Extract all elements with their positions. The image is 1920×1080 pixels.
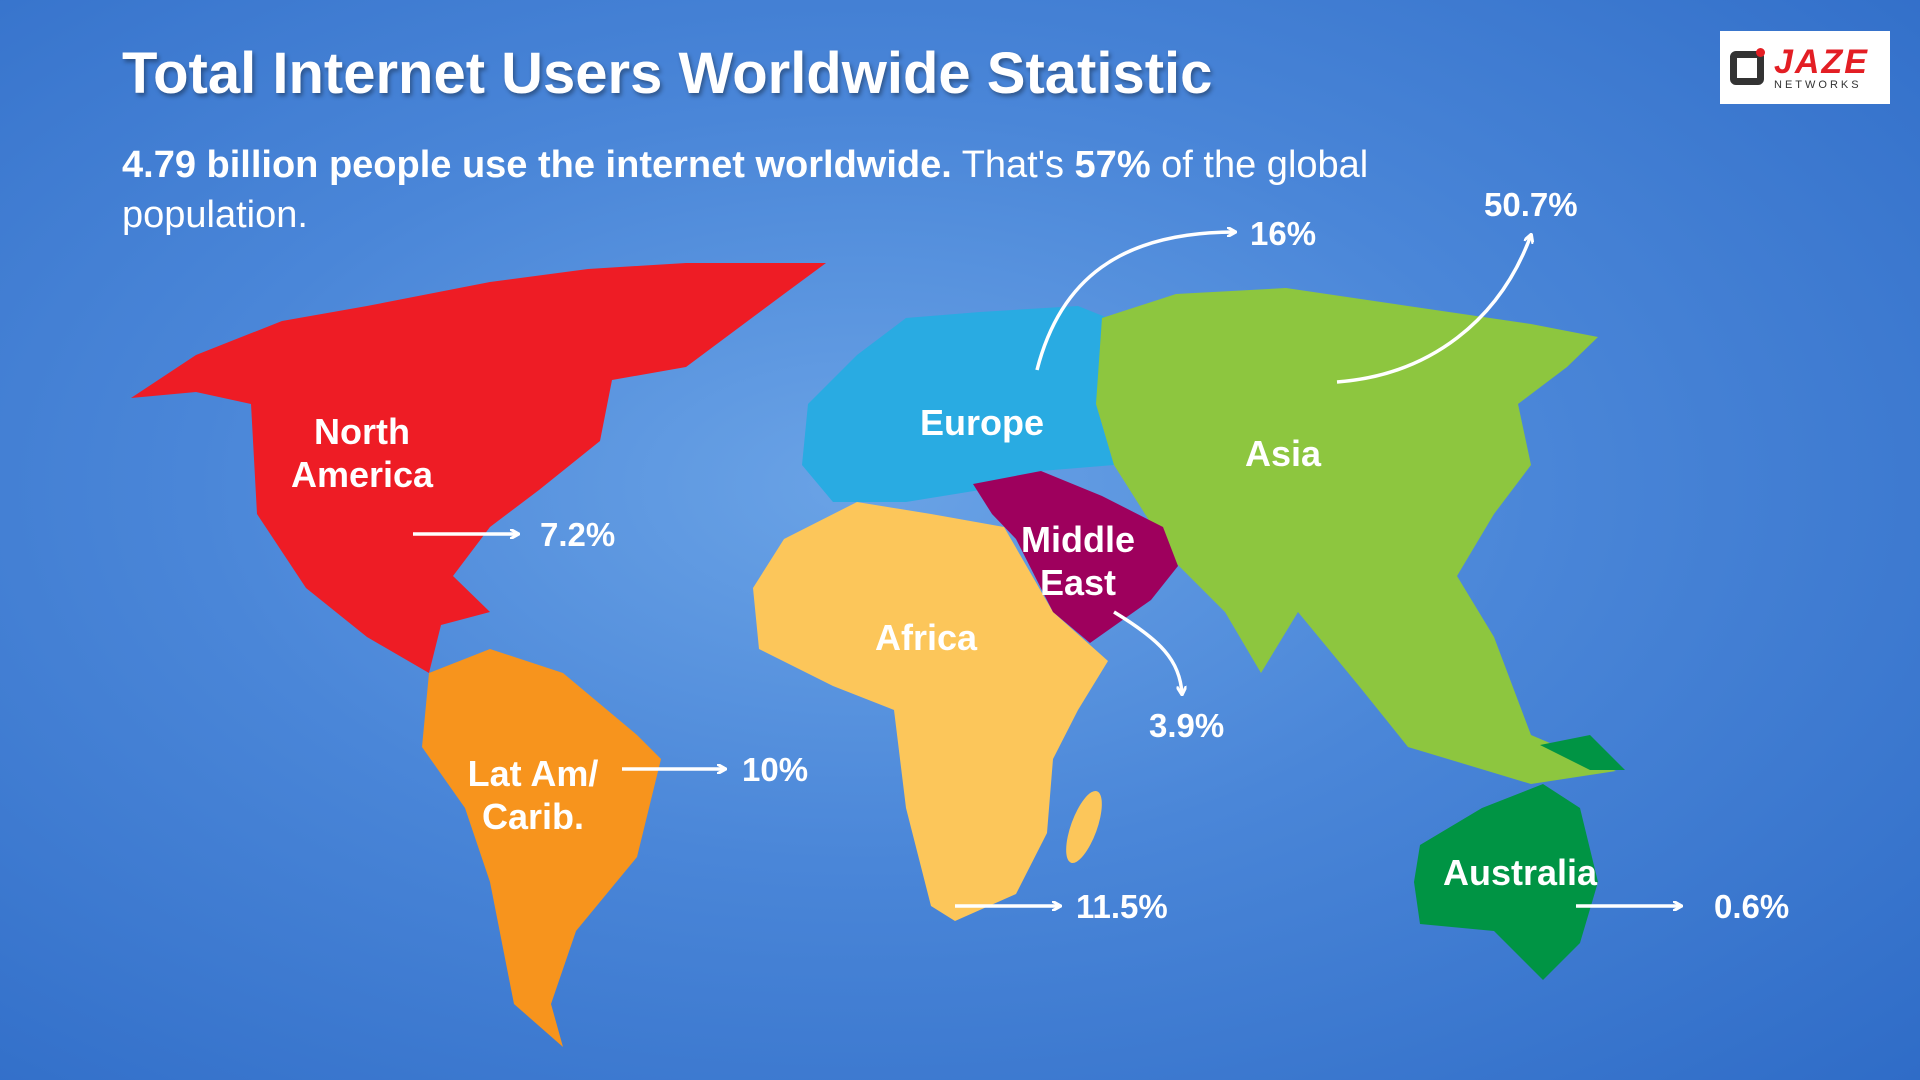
- region-label: Lat Am/Carib.: [468, 753, 599, 837]
- subtitle-bold: 4.79 billion people use the internet wor…: [122, 144, 952, 186]
- region-share: 11.5%: [1076, 888, 1168, 925]
- arrow: [1035, 232, 1235, 371]
- title: Total Internet Users Worldwide Statistic: [122, 41, 1213, 106]
- region-share: 7.2%: [540, 516, 615, 553]
- region-label: Australia: [1443, 852, 1598, 893]
- arrow: [1336, 235, 1531, 384]
- logo-brand: JAZE: [1774, 42, 1869, 81]
- logo: JAZE NETWORKS: [1720, 31, 1890, 104]
- north-america: [131, 263, 826, 673]
- logo-tagline: NETWORKS: [1774, 78, 1862, 91]
- region-label: North America: [291, 411, 434, 495]
- subtitle-text: of the global population.: [122, 144, 1369, 236]
- region-label: Europe: [920, 402, 1044, 443]
- region-label: Middle East: [1021, 519, 1135, 603]
- papua: [1540, 735, 1625, 770]
- region-label: Asia: [1245, 433, 1322, 474]
- region-share: 50.7%: [1484, 186, 1578, 223]
- logo-icon: [1730, 47, 1765, 85]
- region-share: 0.6%: [1714, 888, 1789, 925]
- madagascar: [1066, 791, 1102, 863]
- middle-east: [973, 471, 1178, 643]
- subtitle-text: That's: [961, 144, 1064, 186]
- subtitle: 4.79 billion people use the internet wor…: [122, 140, 1402, 240]
- region-share: 3.9%: [1149, 707, 1224, 744]
- region-share: 16%: [1250, 215, 1316, 252]
- subtitle-bold: 57%: [1074, 144, 1151, 186]
- south-america: [422, 649, 661, 1047]
- australia: [1414, 784, 1598, 980]
- region-share: 10%: [742, 751, 808, 788]
- europe: [802, 306, 1114, 502]
- asia: [1096, 288, 1616, 784]
- arrow: [1113, 610, 1182, 694]
- region-label: Africa: [875, 617, 978, 658]
- africa: [753, 502, 1108, 921]
